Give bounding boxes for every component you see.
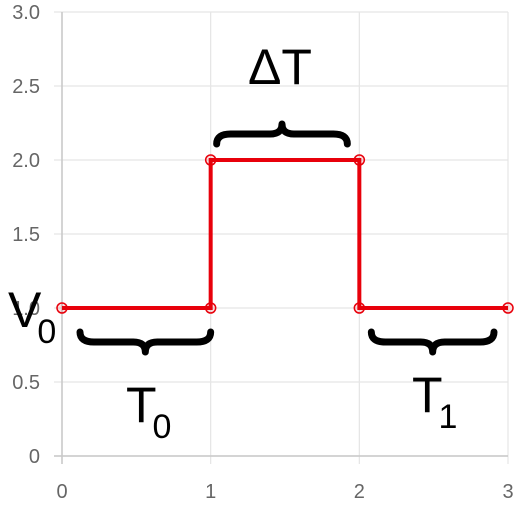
t0-label: T0 (126, 377, 171, 446)
y-tick-label: 3.0 (12, 2, 40, 24)
data-point (353, 154, 366, 166)
v0-label: V0 (8, 282, 56, 351)
x-tick-label: 3 (502, 481, 513, 503)
y-tick-label: 2.5 (12, 76, 40, 98)
data-point (502, 302, 514, 314)
data-point (56, 302, 68, 314)
axes (54, 12, 508, 464)
delta-t-label: ΔT (248, 39, 312, 95)
v0-sub: 0 (37, 313, 56, 351)
y-tick-label: 2.0 (12, 150, 40, 172)
series-line (62, 158, 508, 310)
x-tick-label: 0 (56, 481, 67, 503)
braces (76, 120, 498, 356)
y-tick-label: 0 (29, 446, 40, 468)
series (56, 154, 514, 314)
data-point (204, 154, 217, 166)
t1-main: T (412, 367, 443, 423)
t0-main: T (126, 377, 157, 433)
y-tick-label: 1.5 (12, 224, 40, 246)
delta-t-brace (213, 120, 351, 148)
x-tick-label: 1 (205, 481, 216, 503)
x-tick-labels: 0 1 2 3 (56, 481, 513, 503)
t1-sub: 1 (439, 398, 458, 436)
y-tick-label: 1.0 (12, 298, 40, 320)
t0-sub: 0 (153, 408, 172, 446)
x-tick-label: 2 (354, 481, 365, 503)
t1-brace (367, 328, 498, 356)
v0-main: V (8, 282, 42, 338)
y-tick-labels: 0 0.5 1.0 1.5 2.0 2.5 3.0 (12, 2, 40, 468)
y-tick-label: 0.5 (12, 372, 40, 394)
t0-brace (76, 328, 215, 356)
t1-label: T1 (412, 367, 457, 436)
data-point (204, 302, 217, 314)
data-point (353, 302, 366, 314)
